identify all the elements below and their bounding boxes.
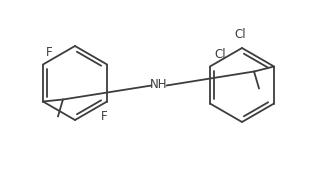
Text: F: F — [101, 109, 107, 122]
Text: Cl: Cl — [214, 49, 226, 61]
Text: NH: NH — [150, 78, 167, 91]
Text: F: F — [46, 46, 52, 58]
Text: Cl: Cl — [234, 28, 246, 41]
